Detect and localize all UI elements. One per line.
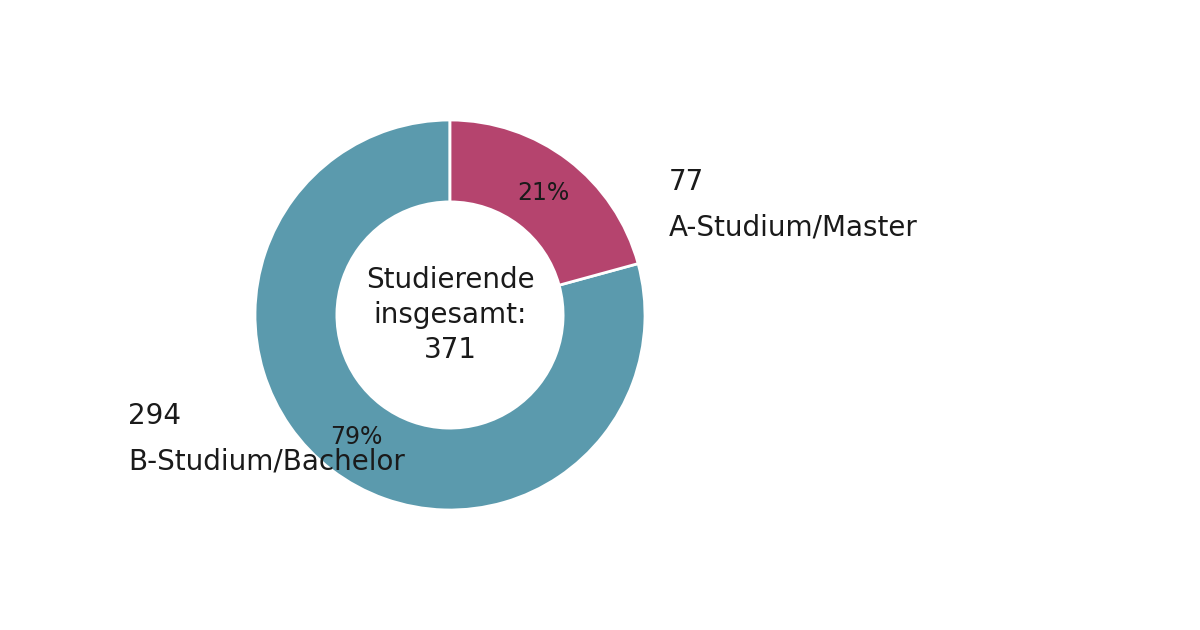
Text: 77: 77 — [668, 168, 703, 197]
Text: 21%: 21% — [517, 181, 570, 205]
Wedge shape — [256, 120, 644, 510]
Text: 371: 371 — [424, 336, 476, 364]
Wedge shape — [450, 120, 638, 285]
Text: A-Studium/Master: A-Studium/Master — [668, 213, 917, 241]
Text: Studierende: Studierende — [366, 266, 534, 294]
Text: B-Studium/Bachelor: B-Studium/Bachelor — [128, 447, 406, 475]
Text: 294: 294 — [128, 403, 181, 430]
Text: insgesamt:: insgesamt: — [373, 301, 527, 329]
Text: 79%: 79% — [330, 425, 383, 449]
